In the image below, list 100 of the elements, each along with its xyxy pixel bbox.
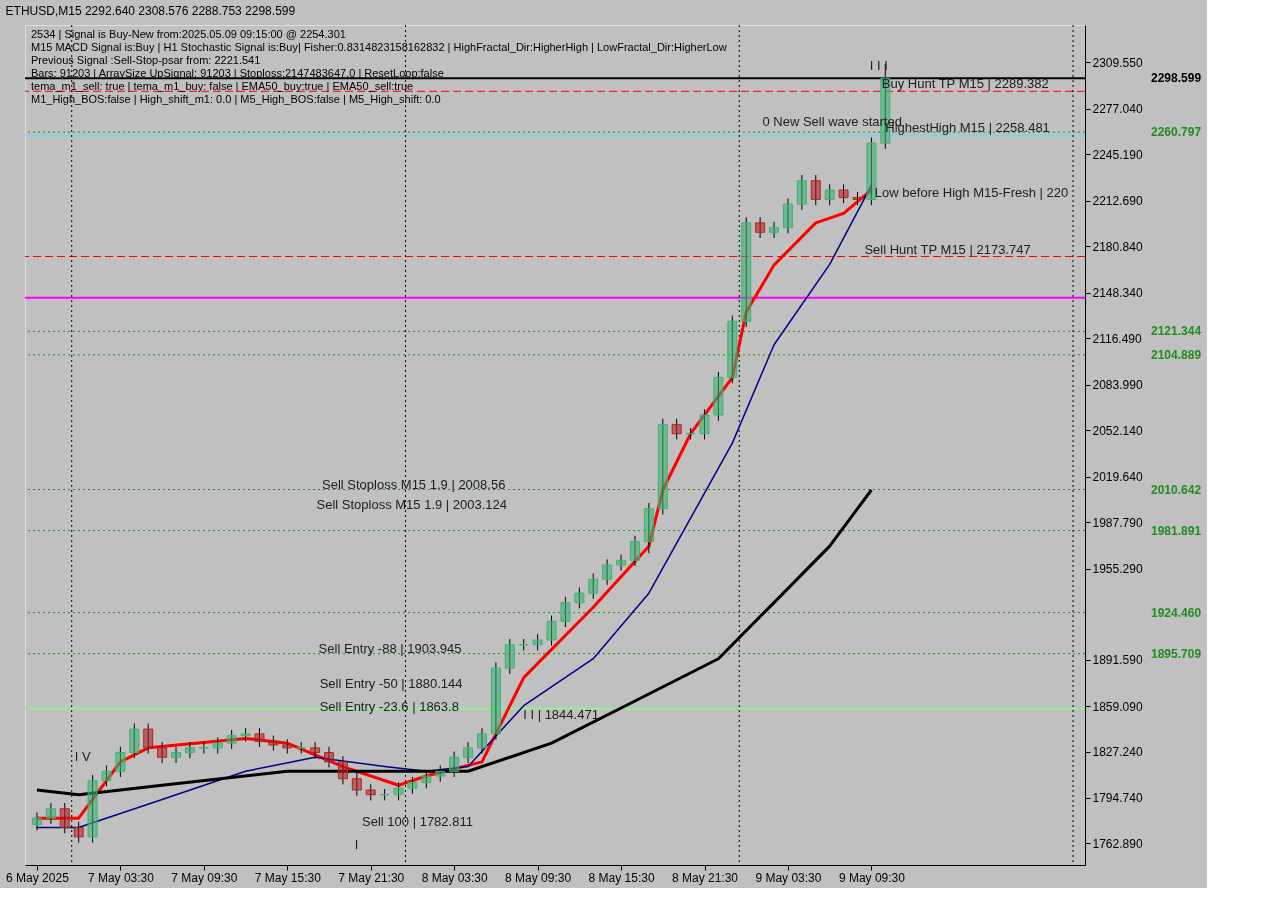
ref-line-label: 2298.599: [1151, 71, 1202, 86]
candlestick: [171, 746, 182, 764]
annotation: Sell Hunt TP M15 | 2173.747: [864, 241, 1031, 257]
y-tick-label: 1827.240: [1092, 745, 1143, 760]
candlestick: [310, 741, 321, 759]
annotation: M15 MACD Signal is:Buy | H1 Stochastic Signal is:Buy| Fisher:0.8314823158162832 | HighFractal_Dir:HigherHigh | LowFractal_Dir:HigherLow: [31, 41, 727, 53]
candlestick: [574, 586, 585, 609]
annotation: Previous Signal :Sell-Stop-psar from: 2221.541: [31, 54, 261, 66]
ref-line-label: 2260.797: [1151, 125, 1202, 140]
candlestick: [824, 183, 835, 206]
candlestick: [226, 729, 237, 750]
y-tick-label: 1987.790: [1092, 515, 1143, 530]
candlestick: [184, 741, 195, 759]
x-tick-label: 8 May 15:30: [588, 870, 655, 885]
x-tick-label: 8 May 09:30: [505, 870, 572, 885]
x-tick-label: 7 May 03:30: [87, 870, 155, 885]
candlestick: [727, 315, 738, 384]
ref-line-label: 2121.344: [1151, 324, 1202, 339]
candlestick: [212, 736, 223, 755]
annotation: Sell Stoploss M15 1.9 | 2008.56: [322, 477, 506, 493]
y-tick-label: 2148.340: [1092, 286, 1143, 301]
y-tick-label: 2180.840: [1092, 239, 1143, 254]
candlestick: [268, 735, 279, 752]
annotation: Sell 100 | 1782.811: [362, 813, 473, 829]
y-tick-label: 2277.040: [1092, 102, 1143, 117]
y-tick-label: 2245.190: [1092, 147, 1143, 162]
x-tick-label: 7 May 21:30: [338, 870, 405, 885]
ref-line-label: 2104.889: [1151, 347, 1202, 362]
annotation: I: [354, 837, 359, 853]
candlestick: [337, 755, 348, 785]
candlestick: [365, 783, 376, 801]
annotation: I I I: [869, 57, 888, 73]
candlestick: [810, 174, 821, 206]
annotation: 2534 | Signal is Buy-New from:2025.05.09 09:15:00 @ 2254.301: [31, 28, 346, 40]
candlestick: [838, 183, 849, 204]
candlestick: [866, 136, 877, 206]
candlestick: [115, 746, 126, 778]
candlestick: [240, 727, 251, 742]
candlestick: [588, 572, 599, 600]
candlestick: [699, 408, 710, 440]
y-tick-label: 2052.140: [1092, 423, 1143, 438]
x-tick-label: 7 May 09:30: [171, 870, 238, 885]
y-tick-label: 2309.550: [1092, 56, 1143, 70]
annotation: tema_m1_sell: true | tema_m1_buy: false | EMA50_buy:true | EMA50_sell:true: [31, 80, 414, 92]
candlestick: [629, 535, 640, 567]
candlestick: [476, 727, 487, 755]
candlestick: [296, 741, 307, 755]
candlestick: [560, 596, 571, 628]
annotation: Sell Stoploss M15 1.9 | 2003.124: [316, 497, 508, 513]
x-tick-label: 9 May 09:30: [838, 870, 906, 885]
candlestick: [421, 769, 432, 789]
annotation: M1_High_BOS:false | High_shift_m1: 0.0 | M5_High_BOS:false | M5_High_shift: 0.0: [31, 93, 441, 105]
candlestick: [282, 738, 293, 755]
candlestick: [157, 741, 168, 764]
annotation: I I | 1844.471: [523, 707, 599, 723]
x-tick-label: 8 May 21:30: [671, 870, 739, 885]
candlestick: [490, 661, 501, 741]
y-tick-label: 1891.590: [1092, 653, 1143, 668]
ref-line-label: 1895.709: [1151, 646, 1202, 661]
annotation: I V: [74, 749, 92, 765]
annotation: Sell Entry -23.6 | 1863.8: [319, 698, 459, 714]
x-tick-label: 8 May 03:30: [421, 870, 489, 885]
candlestick: [769, 221, 780, 239]
candlestick: [73, 821, 84, 844]
y-tick-label: 2083.990: [1092, 378, 1143, 393]
x-tick-label: 6 May 2025: [6, 870, 70, 885]
candlestick: [504, 638, 515, 675]
candlestick: [796, 174, 807, 211]
y-tick-label: 1859.090: [1092, 699, 1143, 714]
candlestick: [129, 722, 140, 759]
candlestick: [671, 418, 682, 440]
candlestick: [407, 776, 418, 795]
candlestick: [657, 418, 668, 515]
candlestick: [254, 727, 265, 748]
candlestick: [393, 781, 404, 801]
candlestick: [45, 802, 56, 825]
candlestick: [643, 502, 654, 554]
y-tick-label: 2019.640: [1092, 470, 1143, 485]
ref-line-label: 2010.642: [1151, 482, 1202, 497]
candlestick: [602, 558, 613, 586]
candlestick: [143, 722, 154, 755]
y-tick-label: 2116.490: [1092, 331, 1142, 346]
candlestick: [463, 741, 474, 764]
candlestick: [852, 191, 863, 206]
x-tick-label: 7 May 15:30: [254, 870, 322, 885]
annotation: Sell Entry -50 | 1880.144: [319, 676, 463, 692]
candlestick: [741, 216, 752, 328]
candlestick: [59, 802, 70, 834]
candlestick: [713, 371, 724, 422]
candlestick: [324, 746, 335, 769]
ref-line-label: 1924.460: [1151, 605, 1202, 620]
candlestick: [101, 765, 112, 787]
annotation: Sell Entry -88 | 1903.945: [318, 640, 462, 656]
candlestick: [546, 615, 557, 647]
y-tick-label: 1794.740: [1092, 791, 1143, 806]
chart-title: ETHUSD,M15 2292.640 2308.576 2288.753 2298.599: [5, 4, 296, 19]
candlestick: [449, 751, 460, 778]
candlestick: [532, 633, 543, 651]
ref-line-label: 1981.891: [1151, 523, 1202, 538]
y-tick-label: 1762.890: [1092, 836, 1143, 851]
